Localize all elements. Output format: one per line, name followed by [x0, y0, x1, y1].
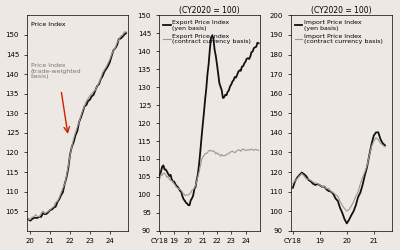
Legend: Import Price Index
(yen basis), Import Price Index
(contract currency basis): Import Price Index (yen basis), Import P…	[294, 18, 384, 46]
Title: (CY2020 = 100): (CY2020 = 100)	[311, 6, 372, 15]
Text: Price Index: Price Index	[31, 22, 65, 27]
Text: Price Index
(trade-weighted
basis): Price Index (trade-weighted basis)	[31, 63, 81, 79]
Legend: Export Price Index
(yen basis), Export Price Index
(contract currency basis): Export Price Index (yen basis), Export P…	[162, 18, 252, 46]
Title: (CY2020 = 100): (CY2020 = 100)	[179, 6, 240, 15]
